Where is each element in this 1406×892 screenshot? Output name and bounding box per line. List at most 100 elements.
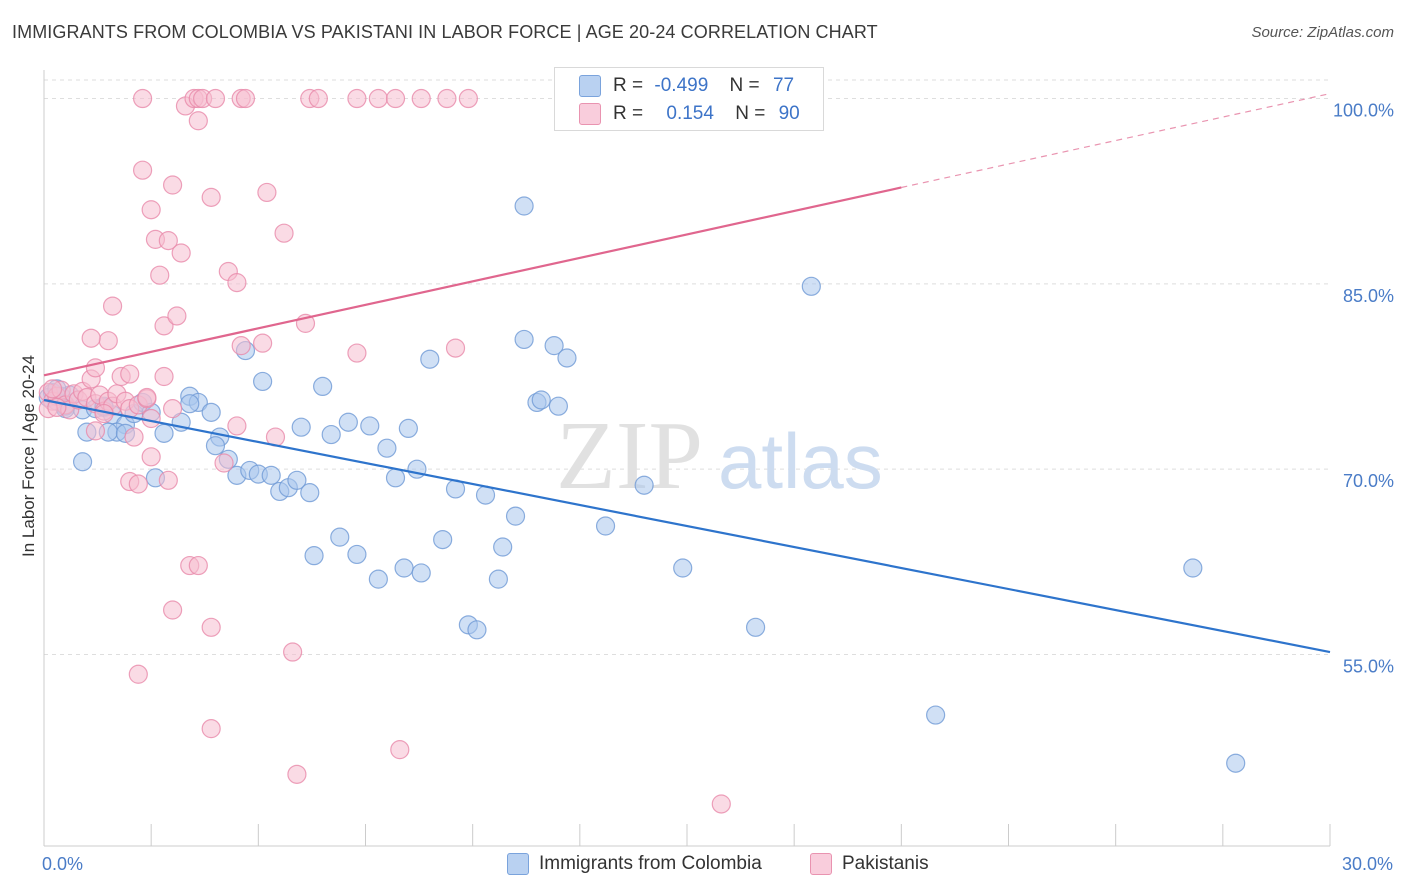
point-pakistanis <box>188 555 208 576</box>
point-colombia <box>394 558 414 578</box>
legend-n-label: N = <box>735 103 766 124</box>
point-pakistanis <box>257 182 277 203</box>
point-colombia <box>595 516 616 536</box>
point-pakistanis <box>201 187 221 207</box>
point-pakistanis <box>253 333 273 353</box>
point-colombia <box>154 423 174 443</box>
point-colombia <box>201 402 221 422</box>
point-pakistanis <box>141 447 161 467</box>
point-pakistanis <box>81 328 101 348</box>
point-pakistanis <box>347 88 367 109</box>
point-pakistanis <box>141 200 161 220</box>
point-colombia <box>360 416 380 436</box>
point-colombia <box>544 336 564 356</box>
point-pakistanis <box>167 306 187 326</box>
point-colombia <box>505 506 526 526</box>
point-colombia <box>557 348 577 368</box>
legend-r-value: 0.154 <box>666 103 714 124</box>
point-colombia <box>347 544 367 565</box>
bottom-legend-pakistanis: Pakistanis <box>810 852 929 876</box>
y-axis-title: In Labor Force | Age 20-24 <box>19 355 38 557</box>
series-pakistanis-points <box>38 88 731 814</box>
point-colombia <box>321 424 341 445</box>
legend-r-label: R = <box>613 103 644 124</box>
point-pakistanis <box>347 343 367 363</box>
point-colombia <box>398 418 418 439</box>
point-pakistanis <box>154 366 174 387</box>
point-colombia <box>634 475 654 495</box>
legend-n-label: N = <box>729 75 760 96</box>
point-colombia <box>433 529 453 550</box>
trend-line-pakistanis-extension <box>901 93 1331 189</box>
legend-n-value: 77 <box>772 75 795 96</box>
series-colombia-points <box>38 196 1246 773</box>
point-colombia <box>261 465 281 485</box>
point-pakistanis <box>132 88 153 109</box>
point-pakistanis <box>287 764 307 784</box>
bottom-legend-colombia: Immigrants from Colombia <box>507 852 762 876</box>
point-colombia <box>420 349 440 369</box>
point-colombia <box>514 196 534 216</box>
point-pakistanis <box>98 331 118 351</box>
point-colombia <box>300 483 320 503</box>
point-pakistanis <box>235 88 256 109</box>
point-colombia <box>548 396 569 416</box>
tick-labels: 55.0% 70.0% 85.0% 100.0% 0.0% 30.0% <box>42 101 1394 874</box>
point-colombia <box>330 527 350 547</box>
point-pakistanis <box>385 88 406 109</box>
point-colombia <box>180 394 200 414</box>
point-colombia <box>287 470 307 490</box>
point-pakistanis <box>102 296 123 316</box>
legend-r-value: -0.499 <box>654 75 709 96</box>
watermark-atlas: atlas <box>718 417 883 505</box>
trend-line-colombia <box>43 398 1331 654</box>
point-colombia <box>1226 753 1246 773</box>
axes <box>43 70 1331 847</box>
point-colombia <box>377 438 397 458</box>
point-pakistanis <box>437 88 457 109</box>
legend-swatch-colombia <box>579 75 601 97</box>
legend-swatch-pakistanis <box>579 103 601 125</box>
point-pakistanis <box>390 740 410 760</box>
point-pakistanis <box>458 88 478 109</box>
bottom-legend-label-pakistanis: Pakistanis <box>842 853 929 874</box>
source-credit: Source: ZipAtlas.com <box>1251 24 1394 41</box>
point-colombia <box>411 563 431 583</box>
point-colombia <box>385 468 406 488</box>
point-pakistanis <box>158 470 178 490</box>
point-colombia <box>313 376 333 396</box>
point-pakistanis <box>231 336 251 356</box>
point-pakistanis <box>201 719 221 739</box>
point-colombia <box>745 617 766 637</box>
point-colombia <box>1183 558 1203 578</box>
point-pakistanis <box>201 617 221 637</box>
point-pakistanis <box>128 664 148 684</box>
x-tick-label-start: 0.0% <box>42 854 83 874</box>
point-pakistanis <box>205 88 226 109</box>
point-pakistanis <box>227 273 247 293</box>
point-pakistanis <box>274 223 294 243</box>
chart-title: IMMIGRANTS FROM COLOMBIA VS PAKISTANI IN… <box>12 22 878 42</box>
point-pakistanis <box>308 88 328 109</box>
point-colombia <box>467 620 487 640</box>
point-pakistanis <box>154 316 174 336</box>
point-pakistanis <box>445 338 466 358</box>
point-pakistanis <box>124 427 144 447</box>
point-pakistanis <box>158 231 178 251</box>
point-pakistanis <box>171 243 191 263</box>
y-tick-label: 100.0% <box>1333 101 1394 121</box>
y-tick-label: 70.0% <box>1343 471 1394 491</box>
point-colombia <box>338 412 358 432</box>
y-tick-label: 85.0% <box>1343 286 1394 306</box>
point-colombia <box>801 276 821 296</box>
point-pakistanis <box>163 399 183 419</box>
point-pakistanis <box>85 421 106 441</box>
point-pakistanis <box>141 408 161 429</box>
trend-lines <box>43 93 1331 654</box>
legend-n-value: 90 <box>778 103 800 124</box>
point-colombia <box>291 417 311 437</box>
point-pakistanis <box>283 642 303 662</box>
point-colombia <box>205 436 226 456</box>
point-pakistanis <box>227 416 247 436</box>
